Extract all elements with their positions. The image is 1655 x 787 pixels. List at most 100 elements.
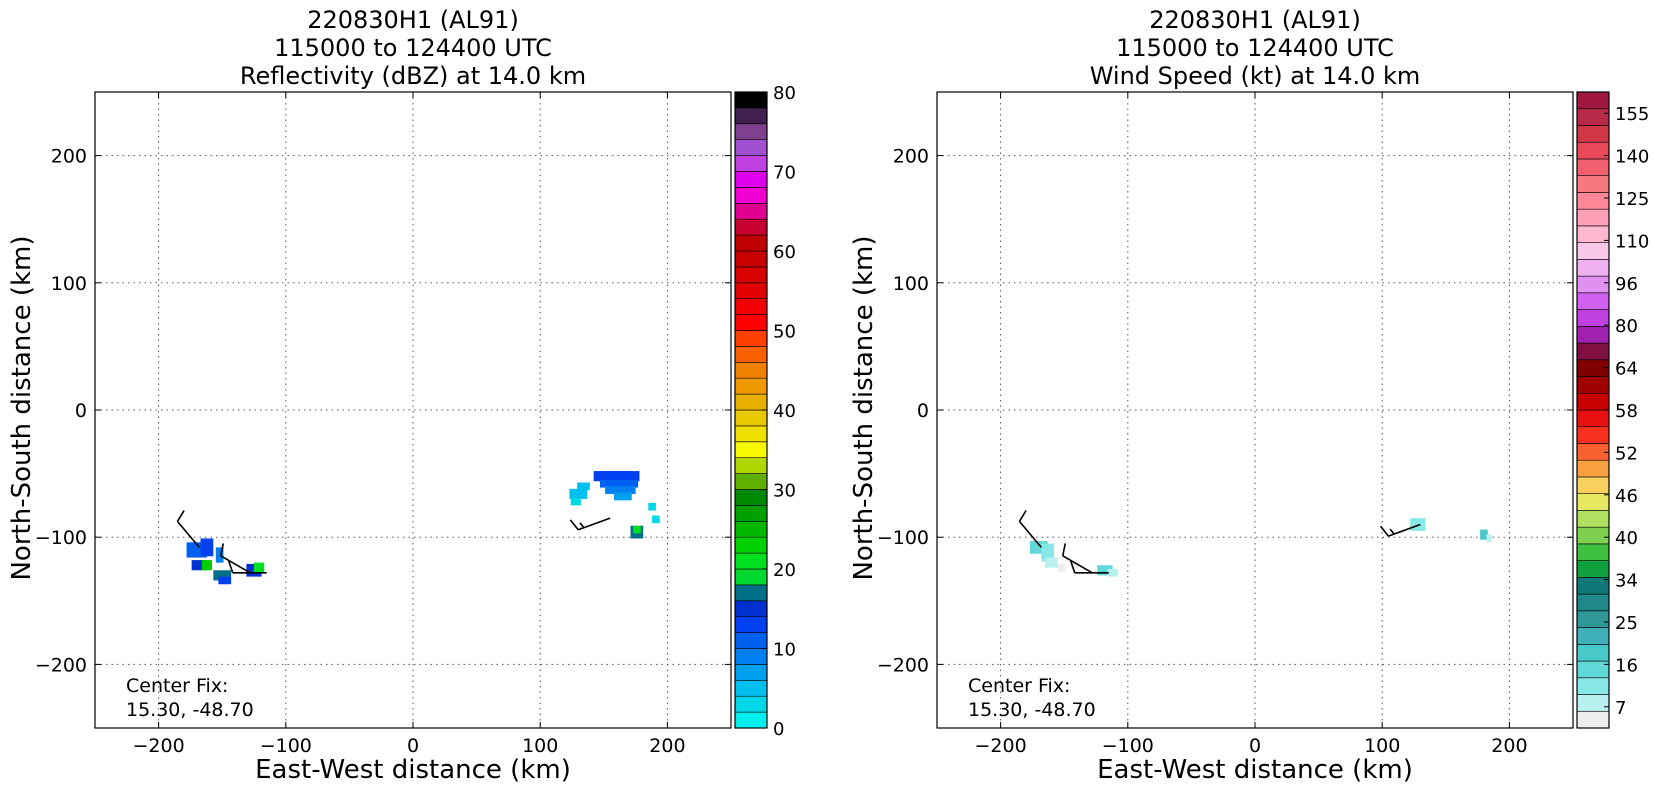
colorbar-tick-label: 10 (773, 640, 796, 661)
y-tick-label: 0 (917, 400, 929, 422)
colorbar-segment (734, 107, 768, 125)
x-tick-label: −100 (1102, 735, 1154, 757)
colorbar-segment (734, 393, 768, 411)
colorbar-segment (734, 282, 768, 299)
echo-cell (218, 576, 232, 585)
colorbar-tick-label: 125 (1615, 189, 1649, 210)
colorbar-segment (1576, 292, 1610, 310)
panel-title-line-3: Reflectivity (dBZ) at 14.0 km (240, 62, 586, 90)
colorbar-tick-label: 70 (773, 163, 796, 184)
wind-speed-plot-area: −200 −100 0 100 200 −200 −100 0 100 200 (877, 91, 1574, 757)
colorbar-segment (734, 139, 768, 156)
colorbar-tick-label: 40 (1615, 528, 1638, 549)
echo-cell (633, 525, 641, 534)
center-fix-label: Center Fix: (968, 675, 1070, 697)
x-axis-label: East-West distance (km) (255, 755, 571, 785)
echo-cell (254, 562, 265, 573)
center-fix-label: Center Fix: (126, 675, 228, 697)
colorbar-tick-label: 50 (773, 322, 796, 343)
colorbar-segment (1576, 426, 1610, 444)
colorbar-segment (734, 584, 768, 602)
y-tick-label: 100 (51, 273, 87, 295)
colorbar-segment (1576, 459, 1610, 478)
colorbar-segment (734, 711, 768, 729)
colorbar-segment (1576, 242, 1610, 260)
colorbar-segment (1576, 476, 1610, 494)
colorbar-tick-label: 20 (773, 560, 796, 581)
colorbar-segment (734, 314, 768, 331)
colorbar-segment (1576, 359, 1610, 377)
panel-title-line-3: Wind Speed (kt) at 14.0 km (1090, 62, 1421, 90)
reflectivity-panel: 220830H1 (AL91) 115000 to 124400 UTC Ref… (7, 6, 796, 785)
center-fix-value: 15.30, -48.70 (968, 699, 1096, 721)
plot-frame (936, 91, 1574, 729)
reflectivity-colorbar: 0 10 20 30 40 50 60 70 80 (734, 83, 796, 740)
colorbar-tick-label: 16 (1615, 655, 1638, 676)
colorbar-segment (734, 600, 768, 617)
colorbar-tick-label: 0 (773, 719, 784, 740)
colorbar-tick-label: 155 (1615, 104, 1649, 125)
colorbar-segment (1576, 392, 1610, 411)
colorbar-segment (1576, 560, 1610, 578)
colorbar-segment (1576, 710, 1610, 729)
echo-cell (613, 492, 632, 501)
colorbar-tick-label: 80 (773, 83, 796, 104)
colorbar-segment (734, 91, 768, 109)
colorbar-segment (734, 536, 768, 554)
colorbar-tick-label: 96 (1615, 274, 1638, 295)
wind-barb (569, 517, 611, 531)
colorbar-segment (734, 266, 768, 284)
y-axis-label: North-South distance (km) (849, 235, 879, 580)
colorbar-segment (734, 679, 768, 697)
echo-cell (1410, 518, 1426, 531)
colorbar-segment (1576, 208, 1610, 227)
x-tick-label: −200 (133, 735, 185, 757)
colorbar-segment (1576, 309, 1610, 327)
colorbar-tick-label: 110 (1615, 231, 1649, 252)
colorbar-tick-label: 7 (1615, 698, 1626, 719)
colorbar-tick-label: 60 (773, 242, 796, 263)
colorbar-segment (734, 425, 768, 443)
colorbar-segment (1576, 108, 1610, 126)
wind-barb (1379, 523, 1421, 537)
center-fix-value: 15.30, -48.70 (126, 699, 254, 721)
echo-cell (1107, 569, 1118, 577)
colorbar-segment (734, 552, 768, 570)
echo-cell (213, 570, 232, 581)
y-tick-label: 0 (75, 400, 87, 422)
y-tick-label: 100 (893, 273, 929, 295)
colorbar-segment (1576, 543, 1610, 561)
panel-title-line-1: 220830H1 (AL91) (307, 6, 519, 34)
echo-cell (1070, 561, 1079, 569)
wind-barb (1061, 543, 1093, 574)
colorbar-segment (1576, 593, 1610, 612)
colorbar-segment (1576, 510, 1610, 528)
colorbar-segment (1576, 141, 1610, 160)
echo-cell (1480, 529, 1488, 540)
colorbar-segment (1576, 192, 1610, 210)
colorbar-segment (734, 330, 768, 347)
wind-barb (176, 510, 200, 548)
y-tick-label: 200 (893, 146, 929, 168)
x-tick-label: 200 (649, 735, 685, 757)
echo-cell (1057, 563, 1066, 572)
x-axis-label: East-West distance (km) (1097, 755, 1413, 785)
colorbar-segment (1576, 526, 1610, 545)
colorbar-segment (1576, 644, 1610, 662)
echo-cell (605, 486, 636, 494)
colorbar-segment (1576, 493, 1610, 511)
panel-title-line-2: 115000 to 124400 UTC (274, 34, 552, 62)
echo-cell (191, 560, 207, 571)
y-tick-label: −100 (877, 527, 929, 549)
x-tick-label: 0 (1249, 735, 1261, 757)
wind-speed-colorbar: 7 16 25 34 40 46 52 58 64 80 96 110 125 140 155 (1576, 91, 1649, 729)
x-tick-label: −200 (975, 735, 1027, 757)
colorbar-tick-label: 140 (1615, 147, 1649, 168)
colorbar-segment (734, 457, 768, 474)
colorbar-segment (734, 171, 768, 188)
x-tick-label: −100 (260, 735, 312, 757)
colorbar-segment (734, 218, 768, 236)
colorbar-segment (1576, 91, 1610, 110)
colorbar-tick-label: 46 (1615, 486, 1638, 507)
x-tick-label: 200 (1491, 735, 1527, 757)
